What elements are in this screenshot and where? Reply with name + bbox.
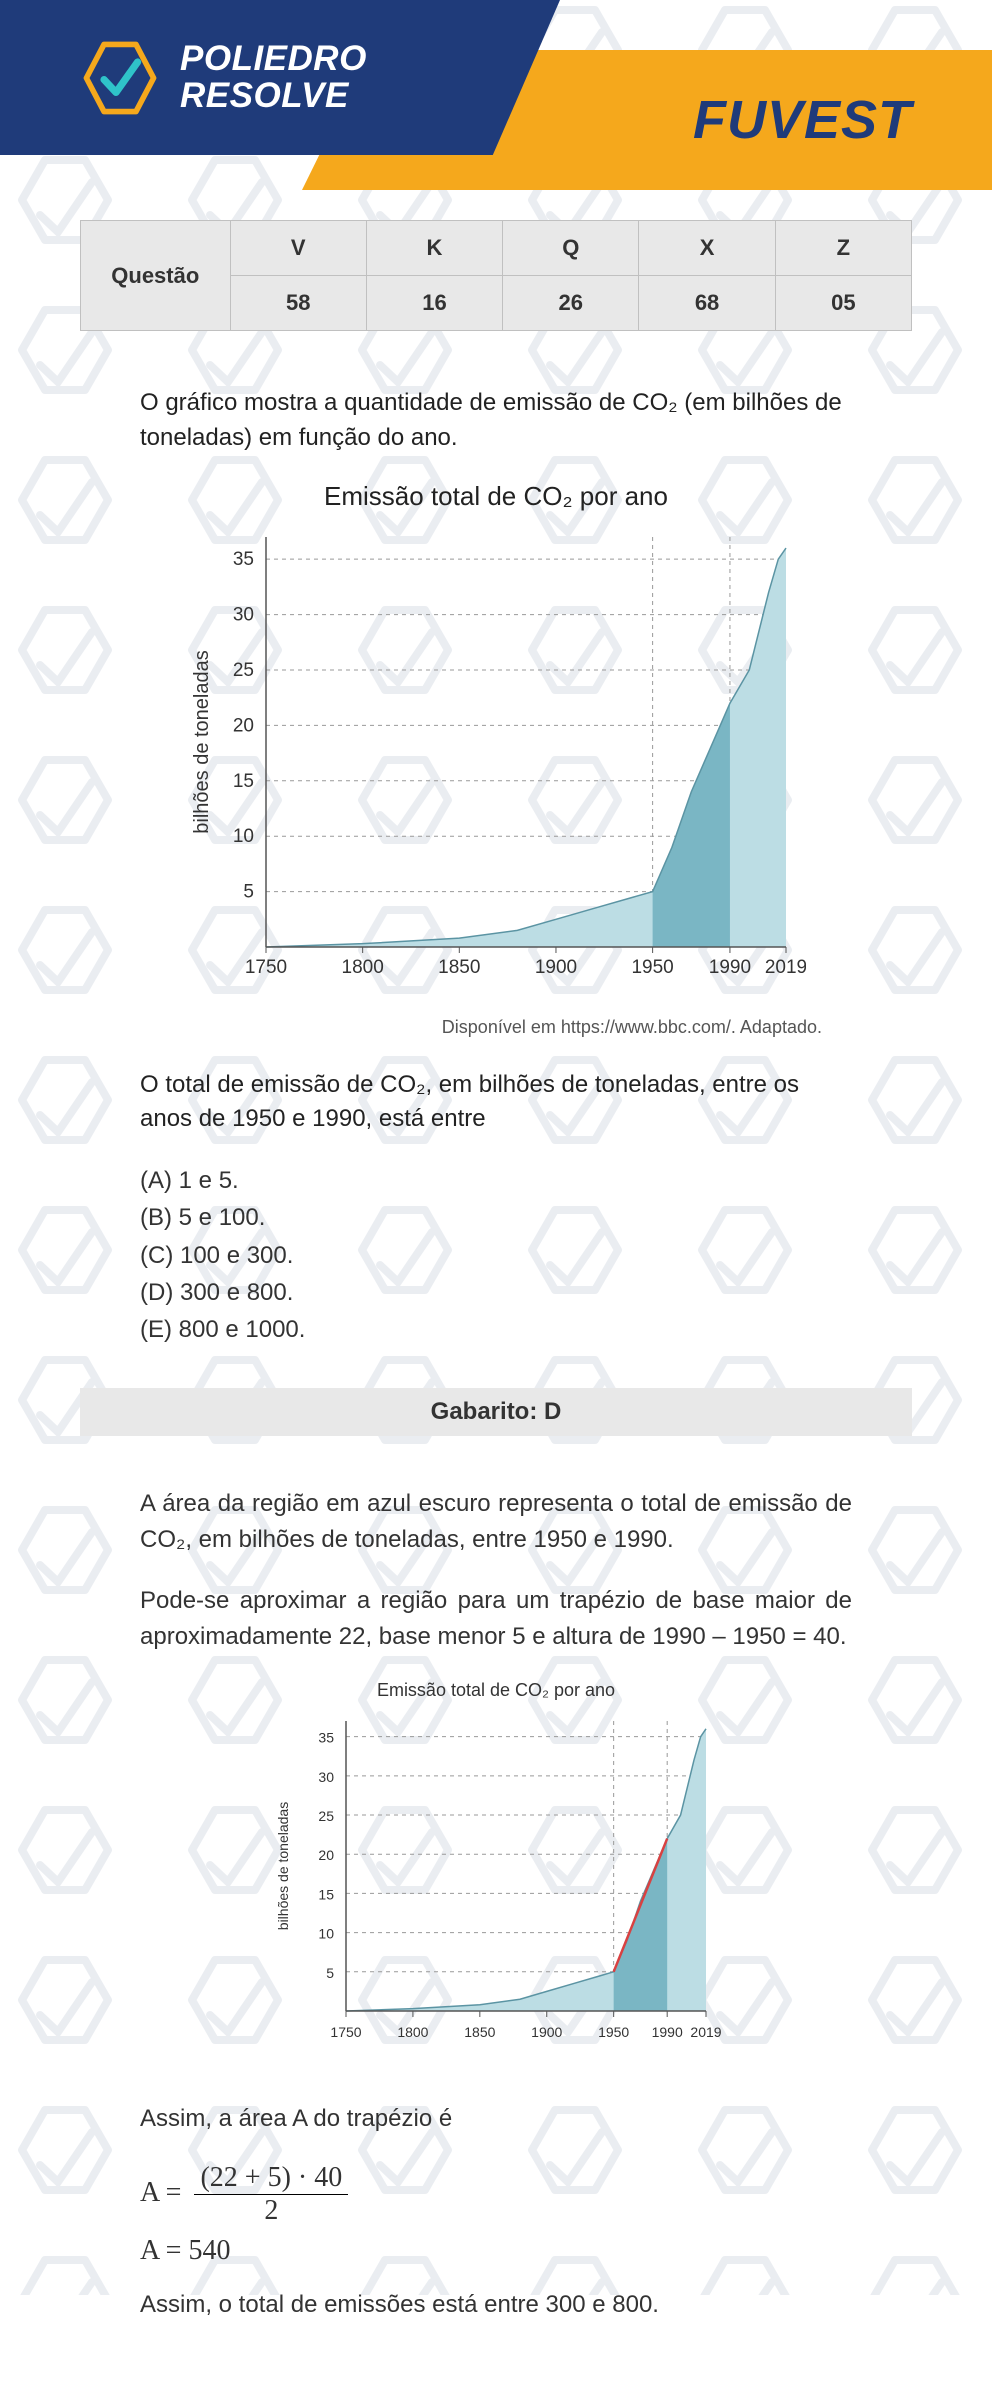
svg-text:1800: 1800: [342, 957, 384, 978]
svg-text:15: 15: [233, 770, 254, 791]
explanation-2: Pode-se aproximar a região para um trapé…: [140, 1583, 852, 1655]
svg-text:1750: 1750: [330, 2024, 361, 2040]
svg-text:1900: 1900: [531, 2024, 562, 2040]
svg-text:25: 25: [318, 1808, 334, 1824]
option-c: (C) 100 e 300.: [140, 1237, 852, 1274]
svg-text:10: 10: [318, 1926, 334, 1942]
chart1-title: Emissão total de CO₂ por ano: [80, 481, 912, 512]
qtable-v0: 58: [230, 276, 366, 331]
brand-banner: POLIEDRO RESOLVE: [0, 0, 560, 155]
svg-text:30: 30: [233, 604, 254, 625]
formula-numerator: (22 + 5) · 40: [194, 2162, 348, 2195]
qtable-h3: X: [639, 221, 775, 276]
question-text: O total de emissão de CO₂, em bilhões de…: [140, 1068, 852, 1138]
chart2-title: Emissão total de CO₂ por ano: [80, 1680, 912, 1701]
svg-text:bilhões de toneladas: bilhões de toneladas: [275, 1802, 291, 1930]
svg-text:1800: 1800: [397, 2024, 428, 2040]
svg-text:35: 35: [318, 1730, 334, 1746]
svg-text:30: 30: [318, 1769, 334, 1785]
formula-result: A = 540: [140, 2235, 852, 2267]
qtable-v3: 68: [639, 276, 775, 331]
svg-text:1950: 1950: [598, 2024, 629, 2040]
svg-text:5: 5: [243, 881, 254, 902]
qtable-h2: Q: [503, 221, 639, 276]
conclusion: Assim, o total de emissões está entre 30…: [140, 2287, 852, 2323]
option-e: (E) 800 e 1000.: [140, 1311, 852, 1348]
svg-text:1990: 1990: [652, 2024, 683, 2040]
explanation-3: Assim, a área A do trapézio é: [140, 2101, 852, 2137]
svg-text:1850: 1850: [438, 957, 480, 978]
intro-text: O gráfico mostra a quantidade de emissão…: [140, 386, 852, 456]
svg-text:35: 35: [233, 549, 254, 570]
answer-key: Gabarito: D: [80, 1388, 912, 1436]
page-header: FUVEST POLIEDRO RESOLVE: [0, 0, 992, 190]
explanation-1: A área da região em azul escuro represen…: [140, 1486, 852, 1558]
svg-text:25: 25: [233, 660, 254, 681]
svg-text:bilhões de toneladas: bilhões de toneladas: [191, 650, 213, 833]
chart1-area-chart: 5 10 15 20 25 30 35 1750 1800 1850 1900 1950 1990 201…: [186, 517, 806, 1007]
formula: A = (22 + 5) · 40 2 A = 540: [140, 2162, 852, 2267]
brand-logo-icon: [80, 38, 160, 118]
qtable-h1: K: [366, 221, 502, 276]
svg-text:1990: 1990: [709, 957, 751, 978]
qtable-v1: 16: [366, 276, 502, 331]
svg-text:1850: 1850: [464, 2024, 495, 2040]
svg-text:5: 5: [326, 1965, 334, 1981]
brand-text: POLIEDRO RESOLVE: [180, 41, 367, 115]
question-table: Questão V K Q X Z 58 16 26 68 05: [80, 220, 912, 331]
svg-text:1950: 1950: [631, 957, 673, 978]
svg-text:2019: 2019: [765, 957, 806, 978]
qtable-v2: 26: [503, 276, 639, 331]
svg-text:10: 10: [233, 826, 254, 847]
svg-text:2019: 2019: [690, 2024, 721, 2040]
formula-lhs: A =: [140, 2177, 181, 2208]
options-list: (A) 1 e 5. (B) 5 e 100. (C) 100 e 300. (…: [140, 1162, 852, 1348]
qtable-h4: Z: [775, 221, 911, 276]
qtable-v4: 05: [775, 276, 911, 331]
brand-line1: POLIEDRO: [180, 41, 367, 78]
qtable-h0: V: [230, 221, 366, 276]
option-a: (A) 1 e 5.: [140, 1162, 852, 1199]
svg-text:1750: 1750: [245, 957, 287, 978]
exam-name: FUVEST: [693, 89, 912, 151]
svg-text:15: 15: [318, 1887, 334, 1903]
option-d: (D) 300 e 800.: [140, 1274, 852, 1311]
brand-line2: RESOLVE: [180, 78, 367, 115]
formula-denom: 2: [194, 2195, 348, 2227]
option-b: (B) 5 e 100.: [140, 1199, 852, 1236]
svg-text:20: 20: [318, 1847, 334, 1863]
chart2-area-chart: 5 10 15 20 25 30 35 1750 1800 1850 1900 1950 1990 201…: [266, 1701, 726, 2071]
svg-text:20: 20: [233, 715, 254, 736]
svg-text:1900: 1900: [535, 957, 577, 978]
qtable-rowlabel: Questão: [81, 221, 231, 331]
chart1-source: Disponível em https://www.bbc.com/. Adap…: [80, 1017, 822, 1038]
